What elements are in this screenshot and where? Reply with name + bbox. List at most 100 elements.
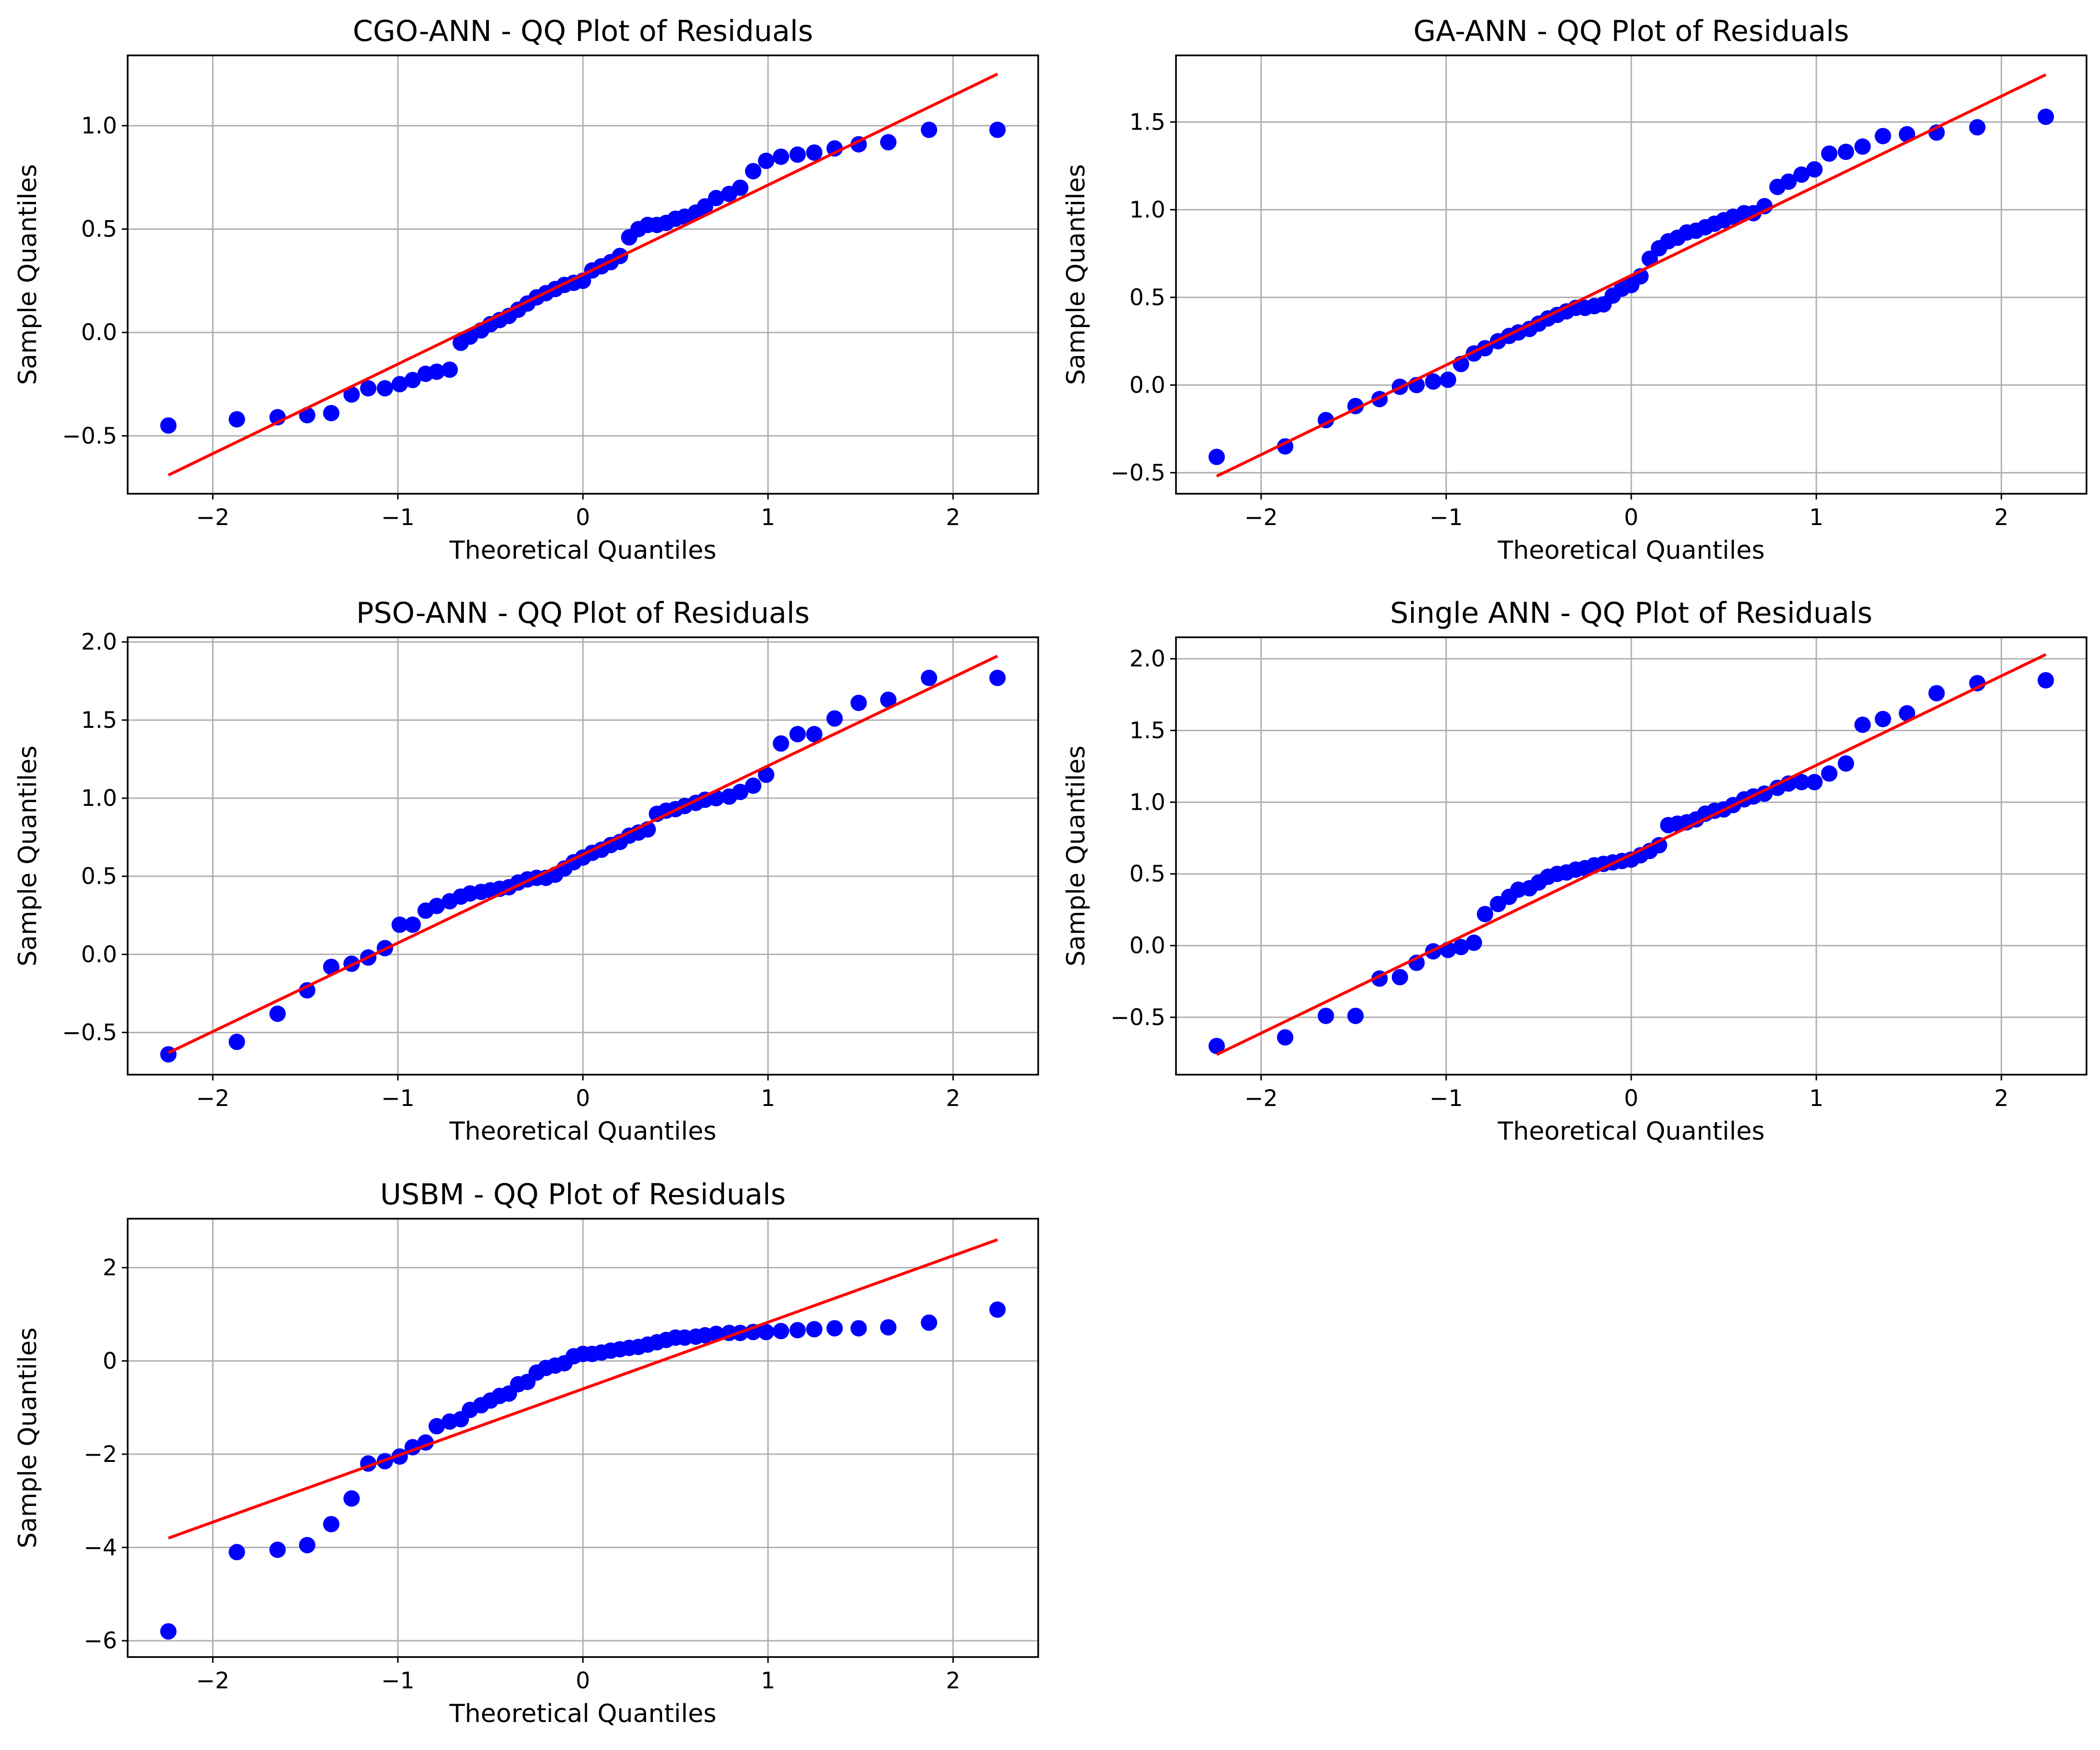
y-tick-label: 1.0 — [81, 113, 117, 139]
data-point — [428, 1418, 445, 1434]
data-point — [404, 371, 421, 388]
qq-panel-2: −2 −1 0 1 2 −0.5 0.0 0.5 1.0 1.5 GA-ANN - QQ Plot … — [1062, 14, 2087, 565]
chart-title: GA-ANN - QQ Plot of Residuals — [1413, 14, 1849, 48]
data-point — [1969, 119, 1986, 136]
y-tick-label: 0.5 — [81, 216, 117, 243]
data-point — [826, 1320, 843, 1337]
y-tick-label: 2.0 — [1129, 646, 1165, 672]
data-point — [1466, 934, 1482, 951]
data-point — [745, 163, 762, 180]
data-point — [1821, 765, 1838, 782]
data-point — [160, 1623, 177, 1640]
data-point — [806, 726, 823, 743]
data-point — [850, 695, 867, 711]
y-tick-label: 1.0 — [81, 785, 117, 812]
y-tick-label: 0.0 — [81, 319, 117, 346]
y-tick-label: −0.5 — [1110, 460, 1165, 486]
data-point — [921, 121, 938, 138]
reference-line — [168, 1238, 998, 1539]
data-point — [1208, 1038, 1225, 1054]
data-point — [160, 417, 177, 434]
data-point — [880, 134, 897, 151]
data-point — [2037, 672, 2054, 689]
reference-line — [168, 72, 998, 477]
data-point — [989, 1301, 1006, 1318]
data-point — [228, 1033, 245, 1050]
data-point — [404, 916, 421, 933]
data-point — [1875, 711, 1891, 727]
data-point — [1780, 173, 1797, 190]
y-tick-label: 1.5 — [1129, 718, 1165, 744]
x-axis-label: Theoretical Quantiles — [1497, 536, 1765, 565]
y-tick-label: −0.5 — [1110, 1004, 1165, 1031]
data-point — [1899, 705, 1915, 722]
y-axis-label: Sample Quantiles — [1062, 746, 1091, 967]
data-point — [376, 380, 393, 397]
data-point — [323, 1516, 340, 1533]
data-point — [1837, 755, 1854, 772]
data-point — [1477, 906, 1493, 922]
data-point — [428, 897, 445, 914]
y-tick-label: 1.5 — [1129, 109, 1165, 135]
data-point — [921, 670, 938, 686]
data-point — [299, 982, 316, 999]
data-point — [989, 670, 1006, 686]
x-tick-label: −2 — [196, 1085, 229, 1112]
x-tick-label: 1 — [761, 1668, 775, 1694]
x-tick-label: −2 — [196, 1668, 229, 1694]
data-point — [789, 1322, 806, 1339]
data-point — [758, 766, 775, 783]
reference-line — [1216, 73, 2047, 478]
y-tick-label: −4 — [84, 1535, 117, 1561]
data-point — [1793, 166, 1810, 183]
y-tick-label: 0.5 — [1129, 861, 1165, 887]
y-tick-label: 2 — [103, 1255, 117, 1281]
qq-panel-1: −2 −1 0 1 2 −0.5 0.0 0.5 1.0 CGO-ANN - QQ Plot of… — [13, 14, 1039, 565]
y-tick-label: 2.0 — [81, 629, 117, 656]
x-axis-label: Theoretical Quantiles — [449, 1699, 716, 1728]
x-tick-label: 0 — [1624, 504, 1638, 531]
data-point — [1208, 448, 1225, 465]
x-tick-label: −1 — [381, 504, 414, 531]
data-point — [228, 1544, 245, 1561]
x-tick-label: 0 — [576, 504, 590, 531]
qq-panel-3: −2 −1 0 1 2 −0.5 0.0 0.5 1.0 1.5 2.0 PSO-ANN - QQ P… — [13, 596, 1039, 1146]
data-point — [1440, 371, 1456, 388]
x-axis-label: Theoretical Quantiles — [1497, 1117, 1765, 1146]
x-axis-label: Theoretical Quantiles — [449, 1117, 716, 1146]
y-tick-label: 1.0 — [1129, 197, 1165, 223]
y-tick-label: −2 — [84, 1441, 117, 1468]
data-point — [360, 380, 377, 397]
qq-panel-4: −2 −1 0 1 2 −0.5 0.0 0.5 1.0 1.5 2.0 Single ANN - Q… — [1062, 596, 2087, 1146]
x-tick-label: 2 — [946, 1668, 960, 1694]
chart-title: USBM - QQ Plot of Residuals — [380, 1178, 786, 1211]
data-point — [921, 1314, 938, 1331]
data-point — [708, 190, 725, 207]
y-tick-label: 0 — [103, 1348, 117, 1374]
x-tick-label: 1 — [1809, 1085, 1823, 1112]
data-point — [323, 405, 340, 421]
data-point — [773, 1323, 790, 1340]
data-point — [1854, 716, 1871, 733]
data-point — [1837, 144, 1854, 160]
y-axis-label: Sample Quantiles — [1062, 164, 1091, 385]
data-point — [1347, 1007, 1364, 1024]
data-point — [269, 1005, 286, 1022]
data-point — [826, 140, 843, 157]
data-point — [1641, 250, 1658, 267]
y-tick-label: 0.5 — [81, 863, 117, 890]
y-tick-label: 1.5 — [81, 707, 117, 734]
y-tick-label: 0.5 — [1129, 284, 1165, 311]
x-tick-label: 2 — [1994, 504, 2008, 531]
data-point — [441, 361, 458, 378]
data-point — [343, 1490, 360, 1507]
x-tick-label: −1 — [381, 1085, 414, 1112]
x-tick-label: 2 — [946, 1085, 960, 1112]
data-point — [391, 916, 408, 933]
data-point — [391, 376, 408, 393]
data-point — [758, 152, 775, 169]
y-axis-label: Sample Quantiles — [13, 164, 42, 385]
data-point — [1453, 939, 1469, 956]
data-point — [806, 144, 823, 161]
data-point — [299, 1537, 316, 1553]
